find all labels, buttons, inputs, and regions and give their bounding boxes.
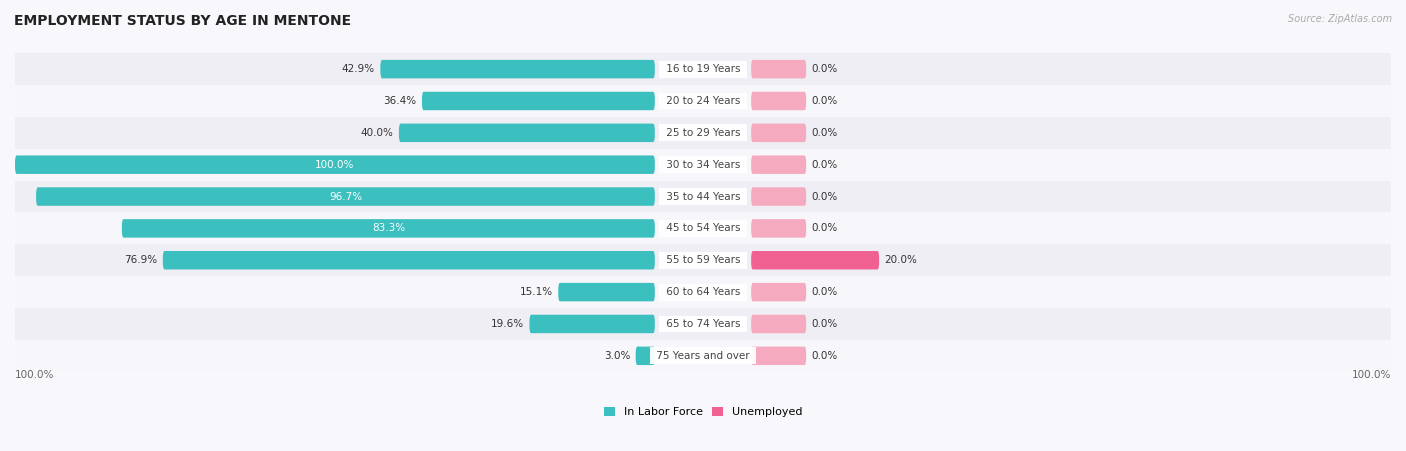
FancyBboxPatch shape xyxy=(751,124,806,142)
Legend: In Labor Force, Unemployed: In Labor Force, Unemployed xyxy=(599,403,807,422)
Text: 45 to 54 Years: 45 to 54 Years xyxy=(662,223,744,234)
Text: 15.1%: 15.1% xyxy=(520,287,553,297)
Text: 60 to 64 Years: 60 to 64 Years xyxy=(662,287,744,297)
FancyBboxPatch shape xyxy=(122,219,655,238)
FancyBboxPatch shape xyxy=(15,156,655,174)
FancyBboxPatch shape xyxy=(751,156,806,174)
Text: 0.0%: 0.0% xyxy=(811,287,838,297)
Text: 0.0%: 0.0% xyxy=(811,319,838,329)
Text: 96.7%: 96.7% xyxy=(329,192,361,202)
Text: 20.0%: 20.0% xyxy=(884,255,918,265)
FancyBboxPatch shape xyxy=(0,340,1406,372)
Text: 100.0%: 100.0% xyxy=(15,370,55,380)
Text: 65 to 74 Years: 65 to 74 Years xyxy=(662,319,744,329)
Text: 75 Years and over: 75 Years and over xyxy=(652,351,754,361)
Text: 0.0%: 0.0% xyxy=(811,96,838,106)
FancyBboxPatch shape xyxy=(0,212,1406,244)
FancyBboxPatch shape xyxy=(751,187,806,206)
Text: 55 to 59 Years: 55 to 59 Years xyxy=(662,255,744,265)
Text: 100.0%: 100.0% xyxy=(1351,370,1391,380)
FancyBboxPatch shape xyxy=(0,276,1406,308)
FancyBboxPatch shape xyxy=(751,283,806,301)
FancyBboxPatch shape xyxy=(636,346,655,365)
Text: 20 to 24 Years: 20 to 24 Years xyxy=(662,96,744,106)
Text: 83.3%: 83.3% xyxy=(371,223,405,234)
Text: 25 to 29 Years: 25 to 29 Years xyxy=(662,128,744,138)
FancyBboxPatch shape xyxy=(751,251,879,270)
Text: Source: ZipAtlas.com: Source: ZipAtlas.com xyxy=(1288,14,1392,23)
FancyBboxPatch shape xyxy=(530,315,655,333)
Text: 100.0%: 100.0% xyxy=(315,160,354,170)
Text: 0.0%: 0.0% xyxy=(811,192,838,202)
FancyBboxPatch shape xyxy=(751,219,806,238)
FancyBboxPatch shape xyxy=(381,60,655,78)
Text: 36.4%: 36.4% xyxy=(384,96,416,106)
FancyBboxPatch shape xyxy=(751,346,806,365)
Text: 0.0%: 0.0% xyxy=(811,351,838,361)
Text: 0.0%: 0.0% xyxy=(811,223,838,234)
Text: 0.0%: 0.0% xyxy=(811,160,838,170)
Text: 42.9%: 42.9% xyxy=(342,64,375,74)
Text: 0.0%: 0.0% xyxy=(811,64,838,74)
Text: 35 to 44 Years: 35 to 44 Years xyxy=(662,192,744,202)
FancyBboxPatch shape xyxy=(751,92,806,110)
Text: 76.9%: 76.9% xyxy=(124,255,157,265)
FancyBboxPatch shape xyxy=(558,283,655,301)
Text: 19.6%: 19.6% xyxy=(491,319,524,329)
FancyBboxPatch shape xyxy=(0,244,1406,276)
Text: 3.0%: 3.0% xyxy=(603,351,630,361)
FancyBboxPatch shape xyxy=(163,251,655,270)
Text: 40.0%: 40.0% xyxy=(360,128,394,138)
FancyBboxPatch shape xyxy=(0,308,1406,340)
FancyBboxPatch shape xyxy=(0,180,1406,212)
Text: 30 to 34 Years: 30 to 34 Years xyxy=(662,160,744,170)
FancyBboxPatch shape xyxy=(0,85,1406,117)
FancyBboxPatch shape xyxy=(0,117,1406,149)
FancyBboxPatch shape xyxy=(751,60,806,78)
Text: 0.0%: 0.0% xyxy=(811,128,838,138)
FancyBboxPatch shape xyxy=(0,53,1406,85)
FancyBboxPatch shape xyxy=(399,124,655,142)
Text: EMPLOYMENT STATUS BY AGE IN MENTONE: EMPLOYMENT STATUS BY AGE IN MENTONE xyxy=(14,14,352,28)
FancyBboxPatch shape xyxy=(37,187,655,206)
FancyBboxPatch shape xyxy=(751,315,806,333)
FancyBboxPatch shape xyxy=(0,149,1406,180)
FancyBboxPatch shape xyxy=(422,92,655,110)
Text: 16 to 19 Years: 16 to 19 Years xyxy=(662,64,744,74)
